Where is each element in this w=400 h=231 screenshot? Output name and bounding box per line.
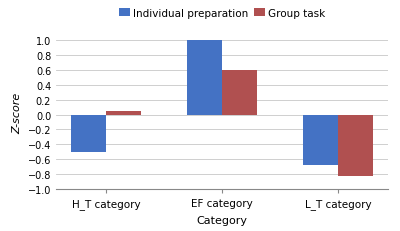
Bar [338, 115, 373, 176]
Bar [222, 70, 257, 115]
Bar [187, 41, 222, 115]
Y-axis label: Z-score: Z-score [12, 93, 22, 134]
Bar [71, 115, 106, 152]
Bar [106, 111, 141, 115]
Bar [303, 115, 338, 166]
X-axis label: Category: Category [196, 215, 248, 225]
Legend: Individual preparation, Group task: Individual preparation, Group task [119, 9, 325, 18]
